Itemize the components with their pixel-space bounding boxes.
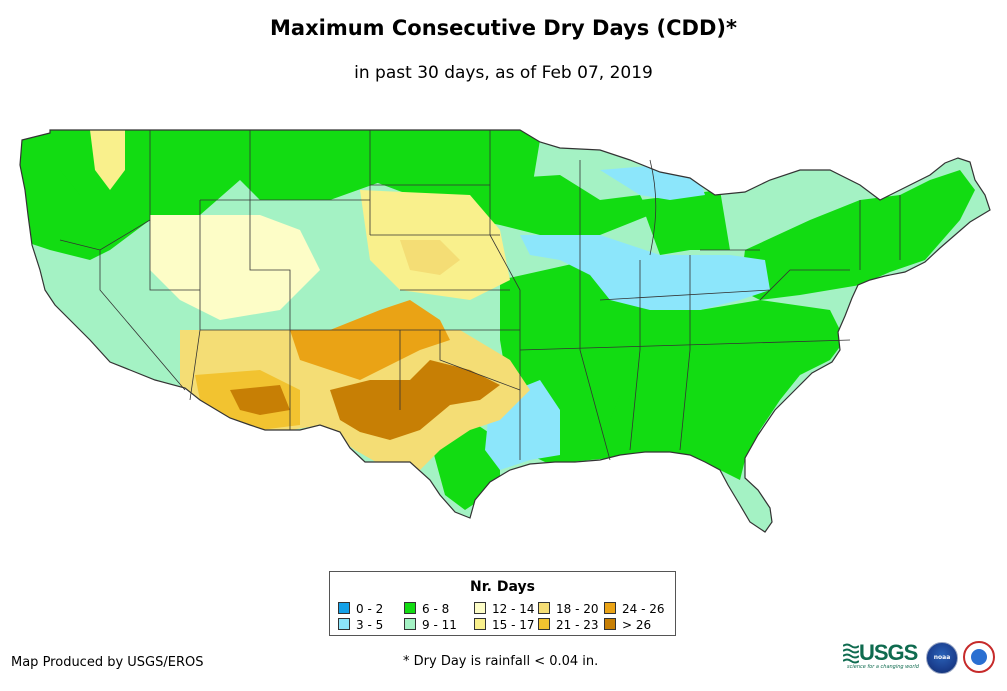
region-ks-tan [400,240,460,275]
map-subtitle: in past 30 days, as of Feb 07, 2019 [354,63,653,83]
map-title: Maximum Consecutive Dry Days (CDD)* [270,16,737,40]
legend-label: 6 - 8 [422,602,450,616]
lake-michigan-shore [649,159,657,256]
footnote-text: * Dry Day is rainfall < 0.04 in. [403,654,599,669]
region-mn-green [480,175,650,235]
legend-item: > 26 [604,618,651,632]
noaa-logo: noaa [926,642,958,674]
legend-item: 9 - 11 [404,618,457,632]
boundary-mn-ia [489,130,521,460]
legend-swatch-3-5 [338,618,350,630]
legend-swatch-24-26 [604,602,616,614]
boundary-nv-ut [149,220,200,291]
boundary-ca-nv [99,250,186,391]
legend-item: 18 - 20 [538,602,599,616]
legend-title: Nr. Days [470,579,535,595]
boundary-ms-river [579,160,611,461]
credit-text: Map Produced by USGS/EROS [11,655,204,670]
legend-label: 18 - 20 [556,602,599,616]
boundary-pa [759,269,850,301]
legend-item: 24 - 26 [604,602,665,616]
region-delta-green [570,345,700,455]
boundary-wa-or [59,130,151,251]
legend-swatch-0-2 [338,602,350,614]
us-outline [19,129,991,533]
region-midwest-cyan [520,235,770,310]
legend-item: 12 - 14 [474,602,535,616]
nws-logo [963,641,995,673]
legend-item: 6 - 8 [404,602,449,616]
legend-label: 3 - 5 [356,618,384,632]
region-west-cream [150,215,320,320]
region-az-brown [230,385,290,415]
state-boundaries [59,130,901,461]
region-northeast-green [740,170,975,300]
region-nm-tx-brown [330,360,500,440]
legend-swatch-6-8 [404,602,416,614]
noaa-wordmark: noaa [933,654,951,661]
legend-item: 3 - 5 [338,618,383,632]
legend-label: 0 - 2 [356,602,384,616]
legend-label: 15 - 17 [492,618,535,632]
boundary-oh-ky [599,289,771,301]
legend-swatch-12-14 [474,602,486,614]
boundary-wy-co [249,200,291,330]
usgs-wave-icon [843,643,859,664]
boundary-ga [679,255,691,451]
boundary-ok-tx [439,330,521,391]
legend-label: 9 - 11 [422,618,457,632]
legend-swatch-over-26 [604,618,616,630]
region-mi-green [640,190,730,255]
legend-label: 24 - 26 [622,602,665,616]
nws-emblem-icon [971,649,987,665]
legend-item: 0 - 2 [338,602,383,616]
legend-label: > 26 [622,618,652,632]
usgs-logo: USGS science for a changing world [843,640,923,674]
region-co-orange [290,300,450,380]
legend-swatch-9-11 [404,618,416,630]
legend-item: 15 - 17 [474,618,535,632]
legend-swatch-21-23 [538,618,550,630]
legend-box: Nr. Days 0 - 2 3 - 5 6 - 8 9 - 11 12 - 1… [329,571,676,636]
usgs-tagline: science for a changing world [847,664,919,670]
region-pnw-green [30,170,80,240]
legend-item: 21 - 23 [538,618,599,632]
legend-label: 12 - 14 [492,602,535,616]
boundary-al [629,260,641,451]
legend-swatch-15-17 [474,618,486,630]
cdd-field [20,130,990,532]
usgs-wordmark: USGS [859,640,918,665]
legend-label: 21 - 23 [556,618,599,632]
legend-swatch-18-20 [538,602,550,614]
region-wa-yellow [90,130,125,190]
boundary-tn-ky [519,339,851,351]
